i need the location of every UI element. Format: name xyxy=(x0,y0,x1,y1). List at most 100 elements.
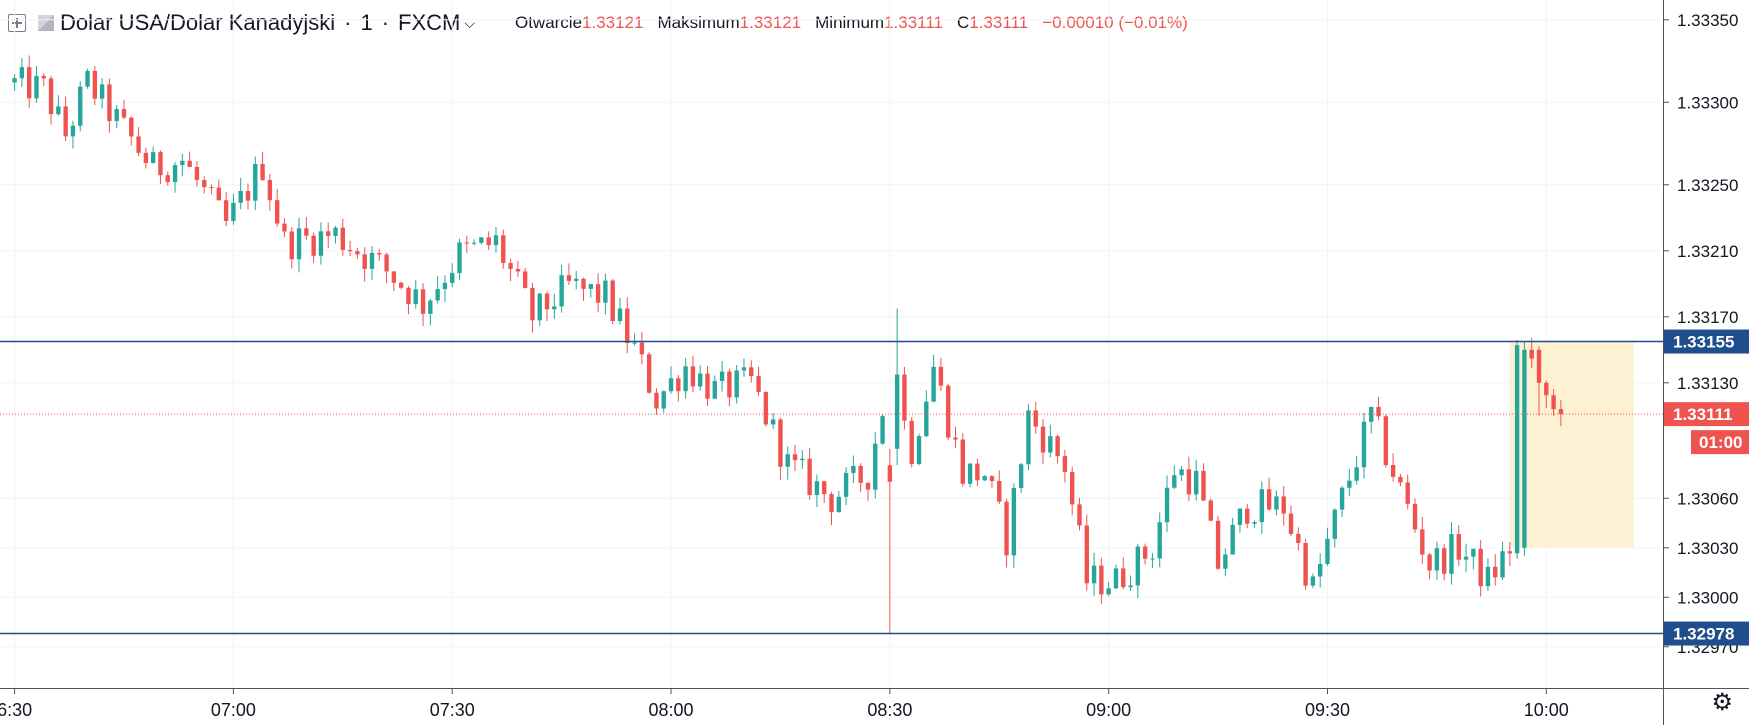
candle-down xyxy=(216,179,222,201)
ohlc-values: Otwarcie 1.33121 Maksimum 1.33121 Minimu… xyxy=(501,13,1188,33)
candle-up xyxy=(1135,543,1141,599)
candle-body xyxy=(1354,467,1359,481)
candle-down xyxy=(639,331,645,365)
candle-up xyxy=(698,365,703,391)
candle-down xyxy=(209,184,214,195)
candle-up xyxy=(1252,520,1257,529)
candle-down xyxy=(1121,557,1126,590)
candle-body xyxy=(1558,409,1564,415)
candle-body xyxy=(953,437,958,440)
candle-up xyxy=(814,474,820,508)
candle-body xyxy=(632,342,637,344)
candle-down xyxy=(406,286,411,315)
candle-up xyxy=(880,414,885,445)
interval-label[interactable]: 1 xyxy=(360,10,373,35)
candle-body xyxy=(12,78,17,83)
candle-up xyxy=(479,236,484,245)
candle-up xyxy=(70,120,76,149)
candle-body xyxy=(1493,566,1498,578)
candle-body xyxy=(858,465,863,483)
candle-body xyxy=(909,420,914,465)
candle-body xyxy=(975,463,980,481)
candle-down xyxy=(1040,419,1046,465)
candle-up xyxy=(1522,341,1527,557)
candle-down xyxy=(508,258,513,282)
candle-down xyxy=(1033,401,1038,434)
time-tick-label: 08:00 xyxy=(649,700,694,720)
candle-body xyxy=(1427,554,1432,571)
candle-body xyxy=(1449,534,1454,574)
candles xyxy=(12,55,1564,634)
candle-body xyxy=(1507,551,1513,554)
candle-body xyxy=(727,371,732,398)
candle-body xyxy=(851,465,856,473)
candle-up xyxy=(873,432,878,499)
candle-down xyxy=(158,150,163,185)
candle-down xyxy=(92,65,98,106)
candle-body xyxy=(172,165,178,183)
last-price-label: 1.33111 xyxy=(1664,402,1749,427)
candle-body xyxy=(347,249,353,252)
candle-body xyxy=(668,378,674,392)
candle-down xyxy=(1441,544,1447,581)
close-value: 1.33111 xyxy=(969,13,1029,32)
candle-up xyxy=(19,58,25,88)
candle-up xyxy=(1018,463,1024,493)
candle-up xyxy=(296,217,302,273)
candle-body xyxy=(792,454,798,461)
candle-down xyxy=(946,383,951,441)
candle-body xyxy=(136,136,141,153)
candle-down xyxy=(625,297,630,354)
candle-up xyxy=(1091,552,1097,596)
candle-body xyxy=(180,160,185,166)
candle-body xyxy=(705,373,710,399)
candle-body xyxy=(1048,436,1053,453)
candle-down xyxy=(1456,525,1461,566)
candle-body xyxy=(435,289,440,301)
candle-body xyxy=(1245,508,1250,524)
candle-down xyxy=(975,458,980,486)
last-price-label-bg xyxy=(1664,402,1749,427)
gear-icon[interactable]: ⚙ xyxy=(1711,689,1733,716)
exchange-label[interactable]: FXCM xyxy=(398,10,461,35)
candle-up xyxy=(369,246,375,280)
candle-body xyxy=(661,391,666,409)
candle-body xyxy=(1544,382,1549,396)
candle-up xyxy=(435,276,440,304)
candle-down xyxy=(194,161,200,187)
candle-up xyxy=(1354,455,1359,485)
candle-body xyxy=(202,180,207,188)
candle-body xyxy=(1252,522,1257,524)
candle-down xyxy=(274,188,280,227)
candle-body xyxy=(34,75,39,99)
symbol-name[interactable]: Dolar USA/Dolar Kanadyjski xyxy=(60,10,336,35)
candle-down xyxy=(1055,434,1060,464)
candle-down xyxy=(960,433,965,487)
collapse-plus-icon[interactable] xyxy=(8,14,26,32)
candle-body xyxy=(946,385,951,438)
candle-body xyxy=(1099,565,1104,595)
candle-body xyxy=(238,190,243,203)
candle-body xyxy=(296,228,302,260)
chevron-down-icon[interactable]: ⌵ xyxy=(464,14,475,31)
candle-body xyxy=(807,458,812,496)
candle-body xyxy=(377,252,382,255)
candle-body xyxy=(486,237,491,246)
candle-body xyxy=(778,419,783,467)
candle-down xyxy=(187,151,192,168)
candle-body xyxy=(304,228,309,236)
candle-down xyxy=(763,391,769,427)
candle-body xyxy=(574,278,579,281)
candle-down xyxy=(807,448,812,500)
candle-body xyxy=(99,84,105,99)
candle-up xyxy=(1514,339,1520,560)
candle-up xyxy=(493,227,499,253)
candle-up xyxy=(34,66,39,103)
high-label: Maksimum xyxy=(657,13,740,32)
price-tick-label: 1.33000 xyxy=(1677,588,1738,607)
interval-separator: · xyxy=(344,10,352,35)
candle-body xyxy=(1551,395,1556,410)
candle-up xyxy=(78,81,83,132)
candle-body xyxy=(785,454,790,467)
